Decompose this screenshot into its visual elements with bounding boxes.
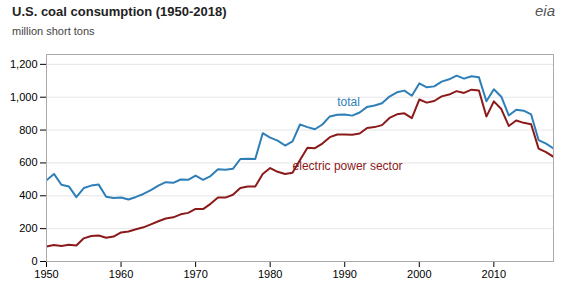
svg-text:total: total <box>337 95 360 109</box>
svg-text:1970: 1970 <box>183 268 207 280</box>
html-text:U.S. coal consumption (1950-20: U.S. coal consumption (1950-2018) <box>12 4 227 19</box>
svg-text:1980: 1980 <box>258 268 282 280</box>
svg-text:800: 800 <box>19 124 37 136</box>
svg-text:electric power sector: electric power sector <box>293 159 403 173</box>
svg-text:0: 0 <box>31 255 37 267</box>
html-text:eia: eia <box>535 2 555 19</box>
svg-text:400: 400 <box>19 189 37 201</box>
svg-text:1950: 1950 <box>34 268 58 280</box>
svg-text:1960: 1960 <box>109 268 133 280</box>
svg-text:1,200: 1,200 <box>10 58 38 70</box>
svg-text:1990: 1990 <box>332 268 356 280</box>
svg-text:1,000: 1,000 <box>10 91 38 103</box>
html-text:million short tons: million short tons <box>12 25 95 37</box>
svg-text:600: 600 <box>19 156 37 168</box>
svg-text:200: 200 <box>19 222 37 234</box>
svg-text:2000: 2000 <box>407 268 431 280</box>
svg-text:2010: 2010 <box>482 268 506 280</box>
